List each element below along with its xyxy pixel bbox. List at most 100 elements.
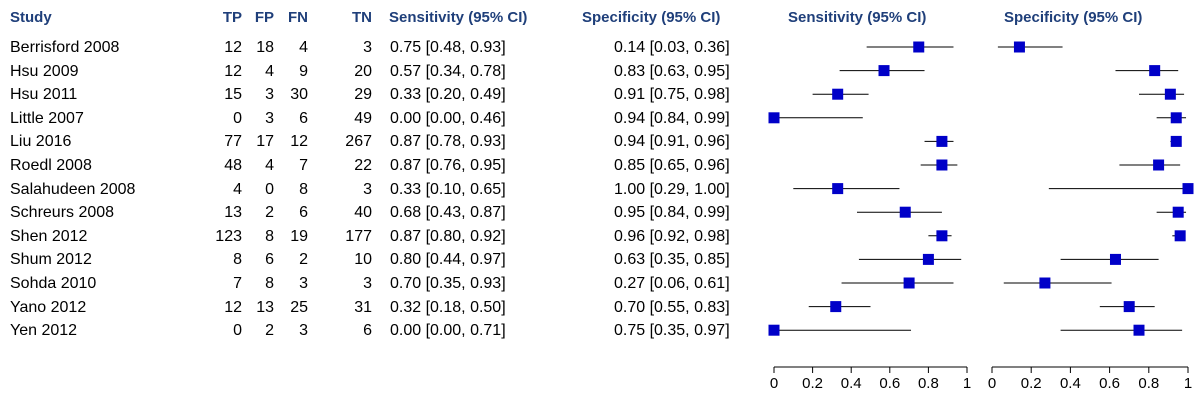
row-fp-cell: 13 [256, 298, 274, 316]
row-tn-cell: 31 [354, 298, 372, 316]
row-tn-cell: 177 [345, 227, 372, 245]
row-spec-cell: 0.27 [0.06, 0.61] [614, 275, 730, 292]
row-tp-cell: 48 [224, 157, 242, 174]
row-tp-cell: 13 [224, 204, 242, 222]
row-sens-cell: 0.75 [0.48, 0.93] [390, 39, 506, 56]
row-tp-cell: 0 [233, 109, 242, 127]
row-sens-cell: 0.68 [0.43, 0.87] [390, 204, 506, 222]
row-spec-cell: 0.63 [0.35, 0.85] [614, 251, 730, 269]
point-estimate-marker [936, 135, 948, 147]
row-fp-cell: 0 [265, 180, 274, 198]
header-tp: TP [222, 9, 242, 26]
row-tn-cell: 3 [363, 39, 372, 56]
x-tick-label: 1 [1184, 375, 1192, 392]
header-fp: FP [254, 9, 274, 26]
row-sens-cell: 0.33 [0.10, 0.65] [390, 180, 506, 198]
x-tick-label: 0 [988, 375, 996, 392]
row-tp-cell: 123 [215, 227, 242, 245]
row-spec-cell: 0.14 [0.03, 0.36] [614, 39, 730, 56]
row-fn-cell: 3 [299, 275, 308, 292]
header-tn: TN [352, 9, 372, 26]
row-sens-cell: 0.32 [0.18, 0.50] [390, 298, 506, 316]
row-fn-cell: 3 [299, 322, 308, 340]
x-tick-label: 1 [963, 375, 971, 392]
row-sens-cell: 0.57 [0.34, 0.78] [390, 62, 506, 80]
row-study-cell: Salahudeen 2008 [10, 180, 136, 198]
row-tp-cell: 12 [224, 298, 242, 316]
x-tick-label: 0.2 [1021, 375, 1042, 392]
x-tick-label: 0.6 [879, 375, 900, 392]
row-tn-cell: 10 [354, 251, 372, 269]
row-fp-cell: 3 [265, 86, 274, 104]
point-estimate-marker [1153, 159, 1165, 171]
row-spec-cell: 0.95 [0.84, 0.99] [614, 204, 730, 222]
point-estimate-marker [878, 65, 890, 77]
row-tp-cell: 0 [233, 322, 242, 340]
row-tn-cell: 3 [363, 275, 372, 292]
row-spec-cell: 0.96 [0.92, 0.98] [614, 227, 730, 245]
row-tn-cell: 40 [354, 204, 372, 222]
x-tick-label: 0.2 [802, 375, 823, 392]
row-fn-cell: 2 [299, 251, 308, 269]
row-study-cell: Shum 2012 [10, 251, 92, 269]
row-spec-cell: 0.85 [0.65, 0.96] [614, 157, 730, 174]
header-fn: FN [288, 9, 308, 26]
point-estimate-marker [1170, 112, 1182, 124]
row-tp-cell: 12 [224, 39, 242, 56]
row-tn-cell: 29 [354, 86, 372, 104]
row-fn-cell: 6 [299, 109, 308, 127]
point-estimate-marker [1133, 324, 1145, 336]
point-estimate-marker [922, 253, 934, 265]
row-fn-cell: 9 [299, 62, 308, 80]
row-tp-cell: 12 [224, 62, 242, 80]
row-fp-cell: 4 [265, 62, 274, 80]
header-sensitivity-ci: Sensitivity (95% CI) [389, 9, 528, 26]
row-spec-cell: 0.91 [0.75, 0.98] [614, 86, 730, 104]
point-estimate-marker [768, 324, 780, 336]
point-estimate-marker [1123, 301, 1135, 313]
row-fp-cell: 3 [265, 109, 274, 127]
row-sens-cell: 0.87 [0.78, 0.93] [390, 133, 506, 151]
row-spec-cell: 0.70 [0.55, 0.83] [614, 298, 730, 316]
row-fp-cell: 8 [265, 227, 274, 245]
header-specificity-plot: Specificity (95% CI) [1004, 9, 1143, 26]
point-estimate-marker [1164, 88, 1176, 100]
row-tp-cell: 4 [233, 180, 242, 198]
row-tp-cell: 7 [233, 275, 242, 292]
point-estimate-marker [1109, 253, 1121, 265]
row-sens-cell: 0.87 [0.80, 0.92] [390, 227, 506, 245]
row-fn-cell: 30 [290, 86, 308, 104]
row-fp-cell: 8 [265, 275, 274, 292]
row-tp-cell: 77 [224, 133, 242, 151]
row-tn-cell: 20 [354, 62, 372, 80]
point-estimate-marker [830, 301, 842, 313]
header-specificity-ci: Specificity (95% CI) [582, 9, 721, 26]
row-spec-cell: 0.83 [0.63, 0.95] [614, 62, 730, 80]
row-fp-cell: 4 [265, 157, 274, 174]
point-estimate-marker [1039, 277, 1051, 289]
point-estimate-marker [899, 206, 911, 218]
row-sens-cell: 0.00 [0.00, 0.71] [390, 322, 506, 340]
row-study-cell: Hsu 2011 [10, 86, 78, 104]
row-sens-cell: 0.70 [0.35, 0.93] [390, 275, 506, 292]
row-fn-cell: 19 [290, 227, 308, 245]
x-tick-label: 0 [770, 375, 778, 392]
row-study-cell: Roedl 2008 [10, 157, 92, 174]
point-estimate-marker [1172, 206, 1184, 218]
row-fn-cell: 12 [290, 133, 308, 151]
row-study-cell: Berrisford 2008 [10, 39, 120, 56]
row-sens-cell: 0.00 [0.00, 0.46] [390, 109, 506, 127]
row-tn-cell: 6 [363, 322, 372, 340]
x-tick-label: 0.8 [1138, 375, 1159, 392]
row-study-cell: Yen 2012 [10, 322, 78, 340]
point-estimate-marker [832, 88, 844, 100]
row-fn-cell: 7 [299, 157, 308, 174]
row-tn-cell: 267 [345, 133, 372, 151]
row-spec-cell: 1.00 [0.29, 1.00] [614, 180, 730, 198]
row-fp-cell: 17 [256, 133, 274, 151]
point-estimate-marker [1170, 135, 1182, 147]
row-study-cell: Shen 2012 [10, 227, 88, 245]
point-estimate-marker [832, 183, 844, 195]
point-estimate-marker [1174, 230, 1186, 242]
x-tick-label: 0.6 [1099, 375, 1120, 392]
